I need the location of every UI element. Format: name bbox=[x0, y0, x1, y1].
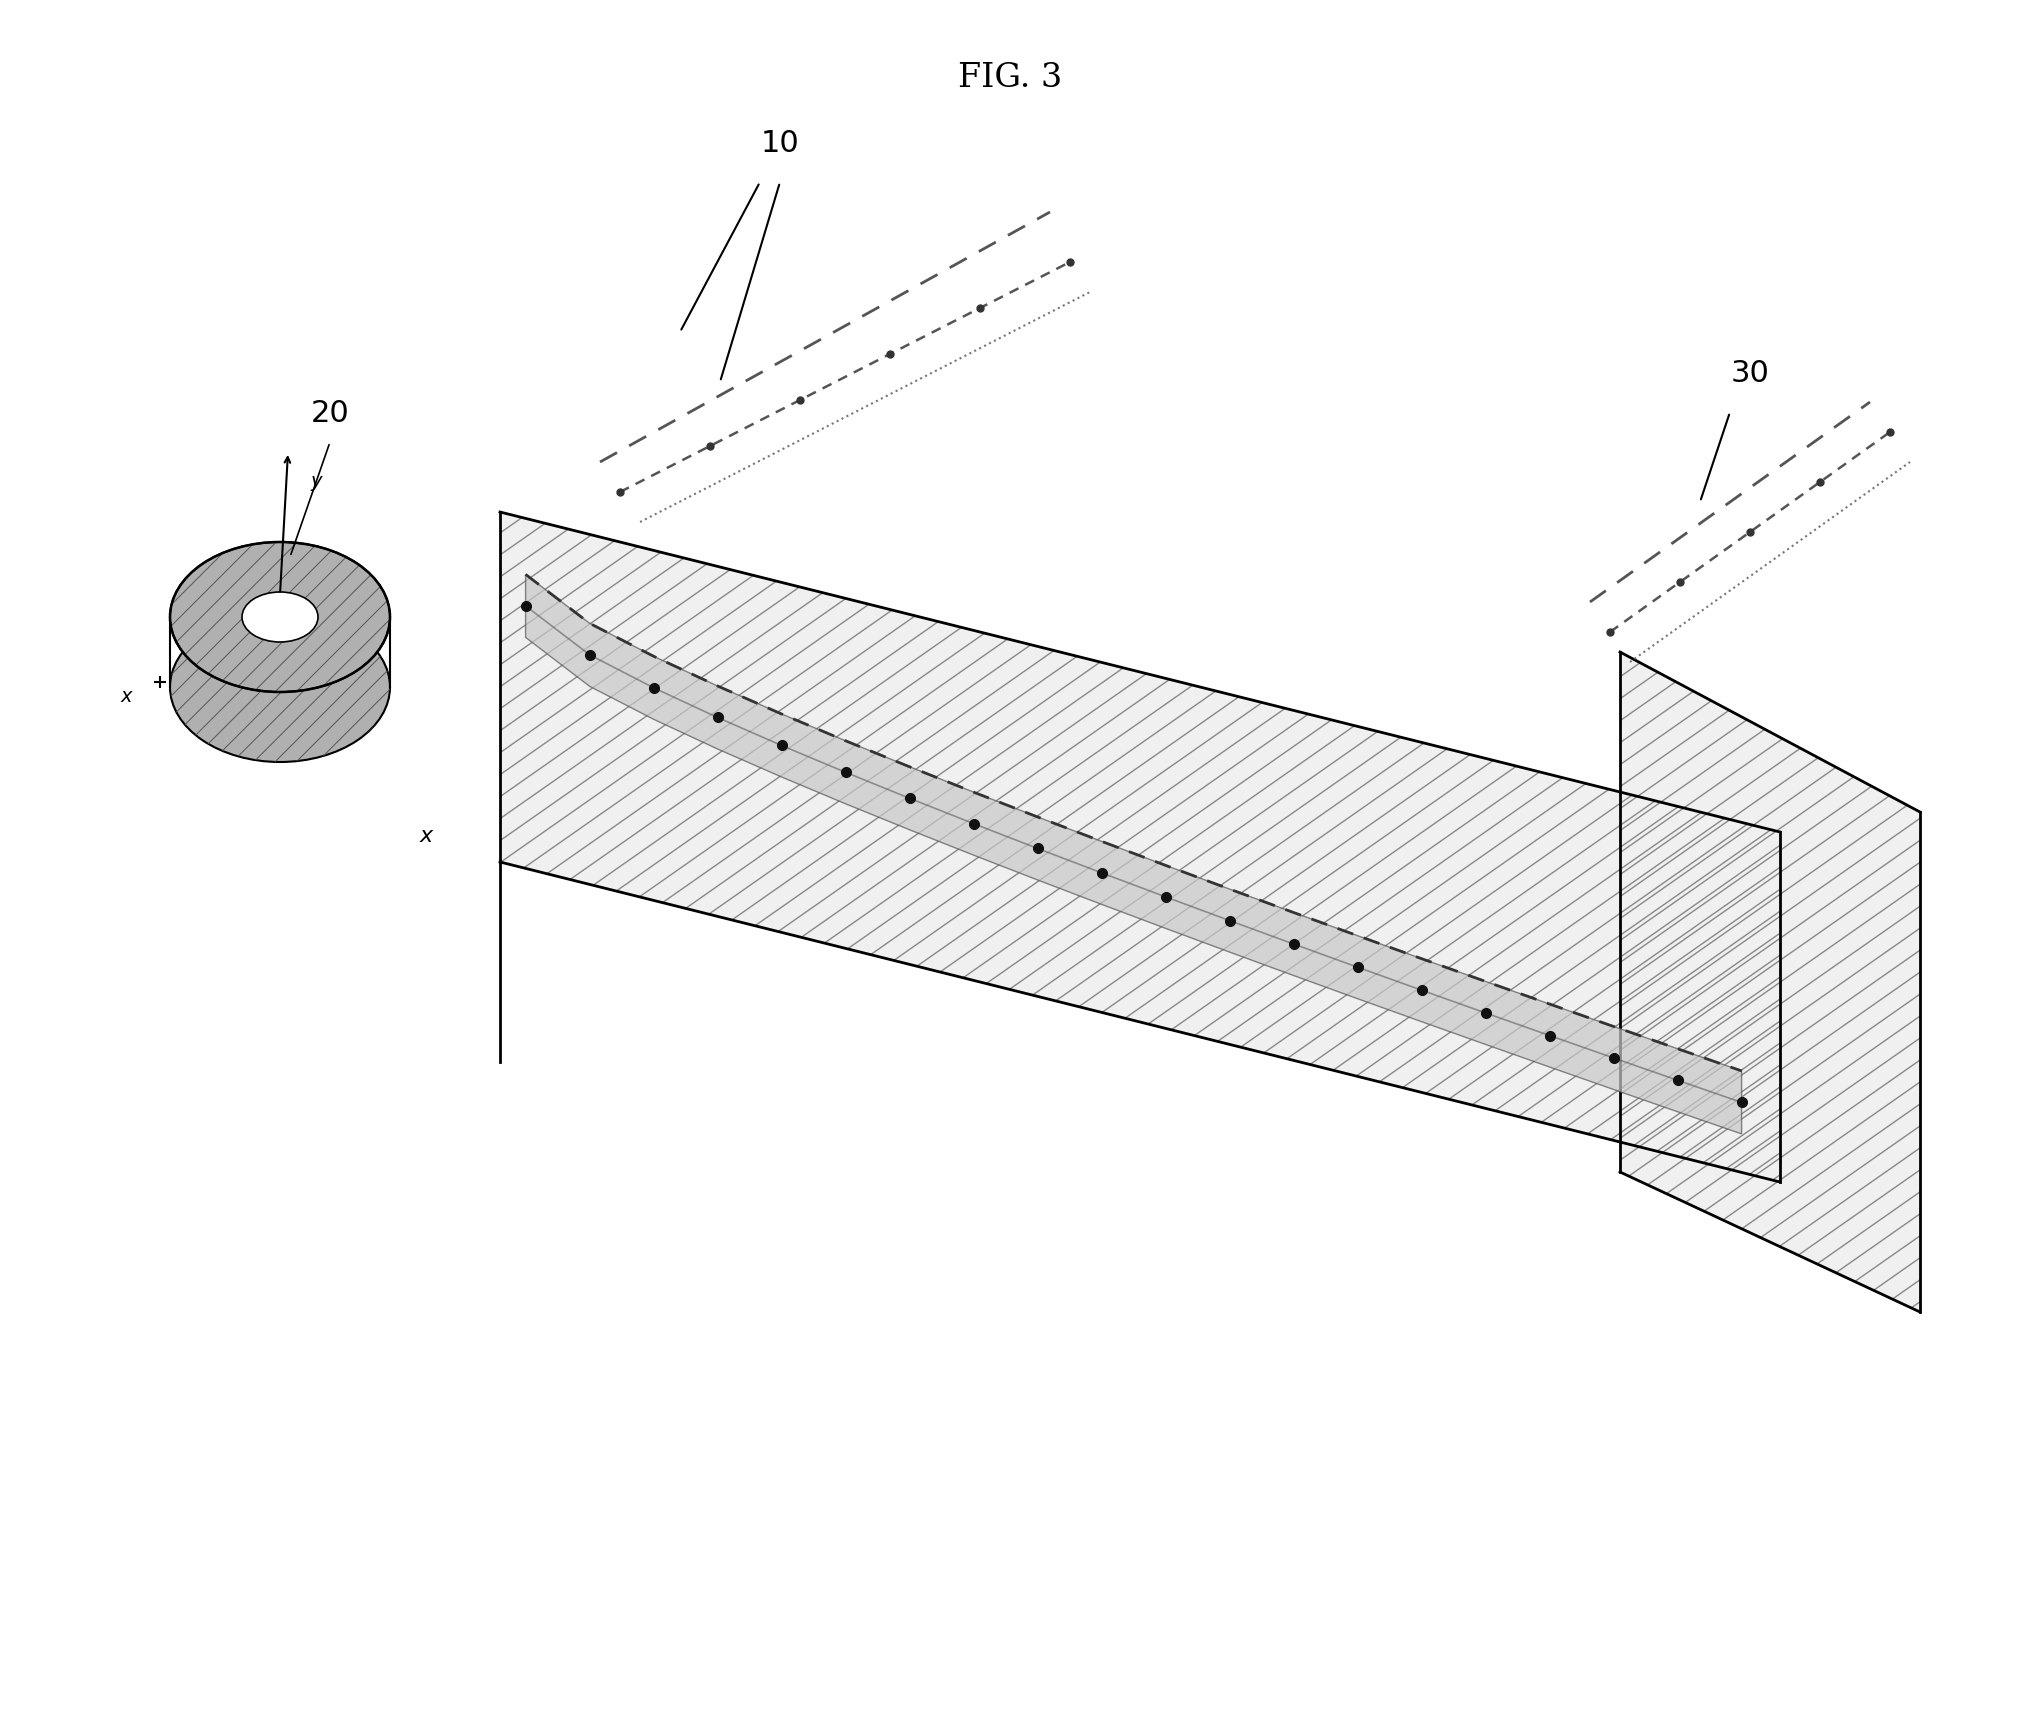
Text: x: x bbox=[420, 826, 432, 845]
Ellipse shape bbox=[170, 542, 390, 693]
Polygon shape bbox=[501, 513, 1780, 1181]
Text: 30: 30 bbox=[1731, 359, 1770, 388]
Text: FIG. 3: FIG. 3 bbox=[957, 62, 1063, 94]
Text: y: y bbox=[309, 473, 321, 490]
Ellipse shape bbox=[242, 592, 317, 643]
Text: x: x bbox=[119, 688, 131, 707]
Polygon shape bbox=[1620, 651, 1919, 1313]
Text: 10: 10 bbox=[762, 128, 800, 158]
Polygon shape bbox=[525, 575, 1741, 1134]
Text: 20: 20 bbox=[311, 398, 349, 428]
PathPatch shape bbox=[170, 611, 390, 762]
PathPatch shape bbox=[1620, 651, 1919, 1313]
PathPatch shape bbox=[170, 542, 390, 693]
PathPatch shape bbox=[501, 513, 1780, 1181]
Ellipse shape bbox=[170, 611, 390, 762]
